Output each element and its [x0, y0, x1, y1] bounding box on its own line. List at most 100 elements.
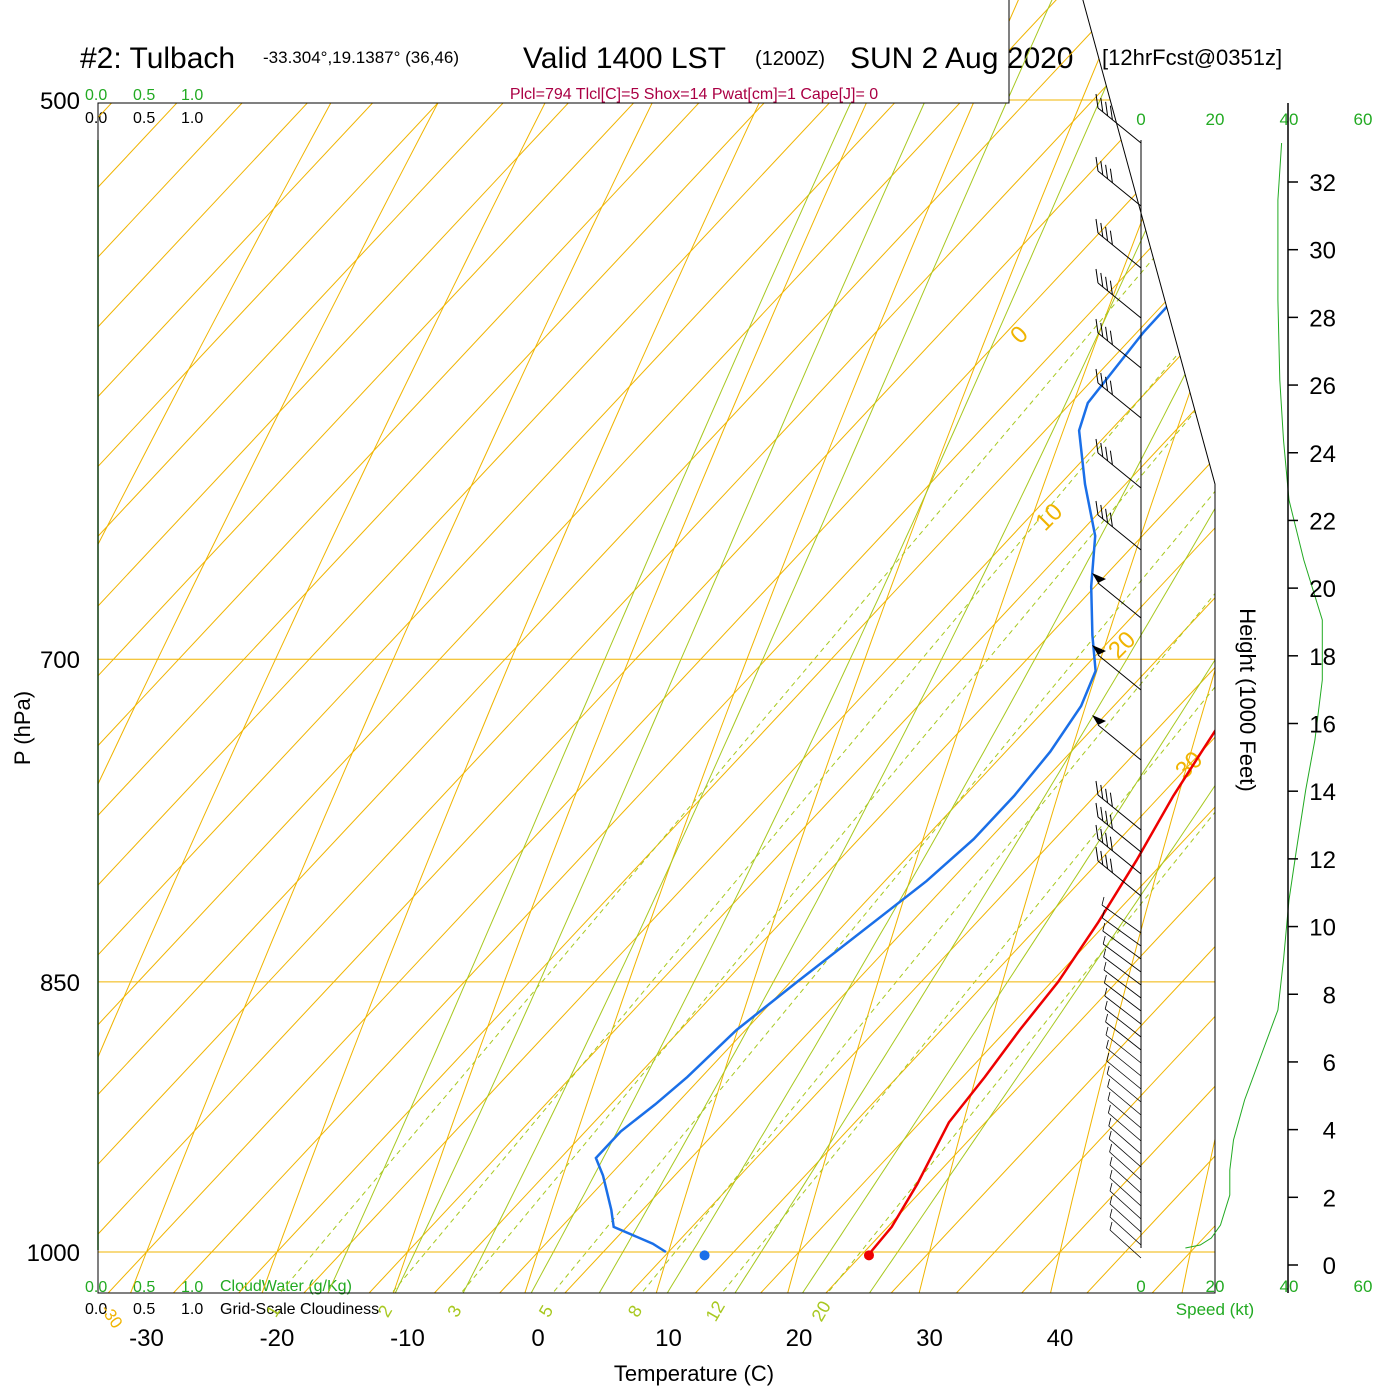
- temperature-tick-label: 10: [655, 1325, 682, 1352]
- wind-barb: [1095, 268, 1142, 319]
- utc-time: (1200Z): [755, 48, 825, 70]
- isotherm-line: [287, 0, 1215, 1294]
- wind-barb: [1095, 824, 1142, 875]
- speed-tick-bottom: 0: [1136, 1277, 1145, 1296]
- wind-barb-low: [1101, 904, 1142, 934]
- wind-barb-shaft: [1097, 382, 1142, 419]
- mixing-ratio-line: [245, 0, 1215, 1294]
- wind-barb-feather: [1109, 836, 1113, 851]
- wind-barb-low: [1105, 1034, 1142, 1064]
- isotherm-line: [352, 0, 1215, 1294]
- isotherm-line: [157, 0, 1215, 1294]
- wind-barb-low-feather: [1105, 1026, 1109, 1036]
- cloud-scale-top-black-2: 1.0: [181, 110, 203, 127]
- wind-barb-feather: [1109, 105, 1113, 120]
- wind-barb-shaft: [1097, 282, 1142, 319]
- wind-barb-feather: [1105, 376, 1109, 391]
- wind-barb-low: [1103, 969, 1142, 999]
- isotherm-line: [98, 0, 1215, 1294]
- height-tick-label: 32: [1309, 170, 1336, 197]
- height-tick-label: 4: [1323, 1118, 1336, 1145]
- wind-barb-feather: [1105, 164, 1109, 179]
- height-tick-label: 18: [1309, 644, 1336, 671]
- mixing-ratio-label: 8: [624, 1302, 646, 1321]
- wind-barb: [1095, 780, 1142, 831]
- mixing-ratio-label: 12: [702, 1297, 729, 1324]
- wind-barb-low: [1109, 1151, 1142, 1181]
- wind-barb: [1092, 645, 1142, 691]
- wind-barb-low-feather: [1109, 1221, 1113, 1231]
- wind-barb-feather: [1105, 326, 1109, 341]
- cloud-scale-bottom-black-0: 0.0: [85, 1301, 107, 1318]
- wind-barb-pennant: [1092, 715, 1106, 725]
- wind-barb-low: [1103, 956, 1142, 986]
- mixing-ratio-label: 20: [807, 1297, 834, 1324]
- isotherm-line: [940, 0, 1215, 1294]
- height-tick-label: 8: [1323, 982, 1336, 1009]
- speed-tick-bottom: 20: [1206, 1277, 1225, 1296]
- wind-barb-low-feather: [1103, 948, 1106, 958]
- wind-barb-shaft: [1097, 107, 1142, 144]
- wind-barb-low: [1108, 1138, 1142, 1168]
- height-axis-label: Height (1000 Feet): [1235, 608, 1260, 791]
- wind-barb-feather: [1100, 97, 1104, 112]
- temperature-tick-label: 40: [1047, 1325, 1074, 1352]
- wind-barb-feather: [1100, 504, 1104, 519]
- speed-tick-top: 60: [1354, 110, 1373, 129]
- wind-barb-feather: [1109, 858, 1113, 873]
- wind-barb-low-feather: [1109, 1156, 1113, 1166]
- speed-tick-top: 20: [1206, 110, 1225, 129]
- height-tick-label: 28: [1309, 305, 1336, 332]
- station-coords: -33.304°,19.1387° (36,46): [263, 48, 459, 67]
- plot-frame: [97, 0, 1216, 1294]
- wind-barb-low: [1109, 1203, 1142, 1233]
- surface-dewpoint-point: [699, 1250, 710, 1261]
- dry-adiabat-line: [1164, 0, 1215, 1294]
- wind-barb: [1095, 500, 1142, 551]
- wind-barb-low-feather: [1103, 961, 1107, 971]
- wind-barb-feather: [1095, 500, 1099, 516]
- wind-barb-low-feather: [1109, 1169, 1113, 1179]
- wind-barb: [1095, 438, 1142, 489]
- wind-barb-feather: [1105, 276, 1109, 291]
- wind-barb-feather: [1109, 230, 1113, 245]
- wind-barb-low-feather: [1102, 935, 1106, 945]
- pressure-tick-label: 500: [40, 88, 80, 115]
- mixing-ratio-line: [519, 0, 1215, 1294]
- mixing-ratio-line: [427, 0, 1215, 1294]
- wind-barb-low: [1102, 917, 1142, 947]
- wind-barb-feather: [1095, 218, 1099, 234]
- wind-barb-shaft: [1097, 654, 1142, 691]
- wind-barb: [1092, 715, 1142, 761]
- wind-barb-feather: [1095, 802, 1099, 818]
- wind-barb-low-feather: [1107, 1091, 1111, 1101]
- dry-adiabat-line: [363, 0, 1215, 1294]
- speed-tick-bottom: 40: [1280, 1277, 1299, 1296]
- wind-barb-feather: [1100, 222, 1104, 237]
- wind-barb-low-feather: [1108, 1104, 1111, 1114]
- wind-barb: [1095, 318, 1142, 369]
- wind-barb-feather: [1105, 101, 1109, 116]
- wind-barb-low: [1106, 1060, 1142, 1090]
- isotherm-line: [98, 0, 1215, 1294]
- valid-time: Valid 1400 LST: [523, 42, 726, 75]
- wind-barb-low-feather: [1104, 974, 1107, 984]
- cloudiness-label: Grid-Scale Cloudiness: [220, 1301, 379, 1318]
- wind-barb-feather: [1105, 832, 1109, 847]
- cloud-scale-top-green-1: 0.5: [133, 87, 155, 104]
- isotherm-line: [98, 0, 1215, 1294]
- wind-barb-feather: [1100, 442, 1104, 457]
- wind-barb: [1092, 573, 1142, 619]
- forecast-date: SUN 2 Aug 2020: [850, 42, 1074, 75]
- chart-header: #2: Tulbach -33.304°,19.1387° (36,46) Va…: [80, 42, 1282, 103]
- wind-barbs: [1092, 93, 1142, 1259]
- temperature-tick-label: 0: [531, 1325, 544, 1352]
